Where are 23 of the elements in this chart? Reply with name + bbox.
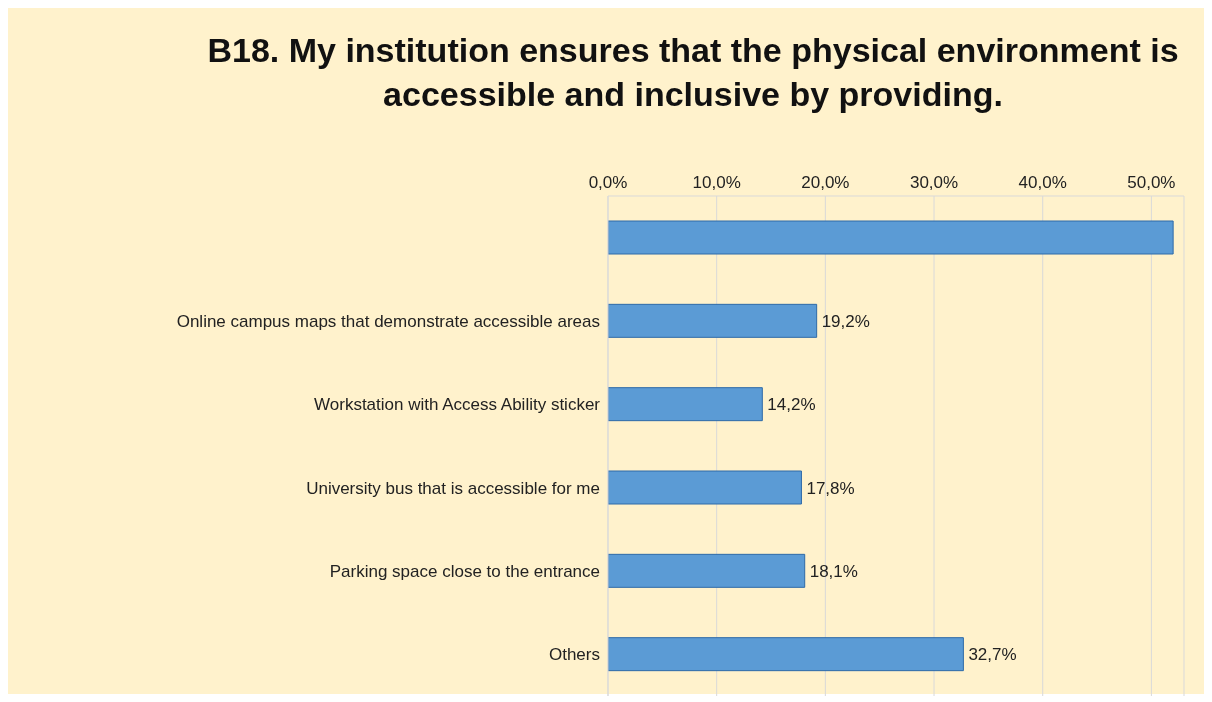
data-label: 19,2% [821,312,870,332]
y-tick-label: Others [548,645,600,665]
y-tick-label: Parking space close to the entrance [329,562,600,582]
bar [608,554,806,589]
y-tick-label: Online campus maps that demonstrate accessible areas [176,312,600,332]
data-label: 14,2% [767,395,816,415]
bar [608,304,818,339]
x-tick-label: 0,0% [588,173,628,193]
x-tick-label: 10,0% [692,173,741,193]
chart-title: B18. My institution ensures that the physical environment is accessible and inclusive by providing. [206,30,1180,116]
data-label: 17,8% [806,478,855,498]
x-tick-label: 30,0% [909,173,959,193]
data-label: 18,1% [809,562,858,582]
y-tick-label: Workstation with Access Ability sticker [314,395,601,415]
bar [608,387,763,422]
bar [608,220,1174,255]
bar [608,637,964,672]
x-tick-label: 40,0% [1018,173,1067,193]
data-label: 32,7% [968,645,1017,665]
x-tick-label: 50,0% [1127,173,1176,193]
bar [608,470,802,505]
y-tick-label: University bus that is accessible for me [306,479,600,499]
x-tick-label: 20,0% [801,173,850,193]
